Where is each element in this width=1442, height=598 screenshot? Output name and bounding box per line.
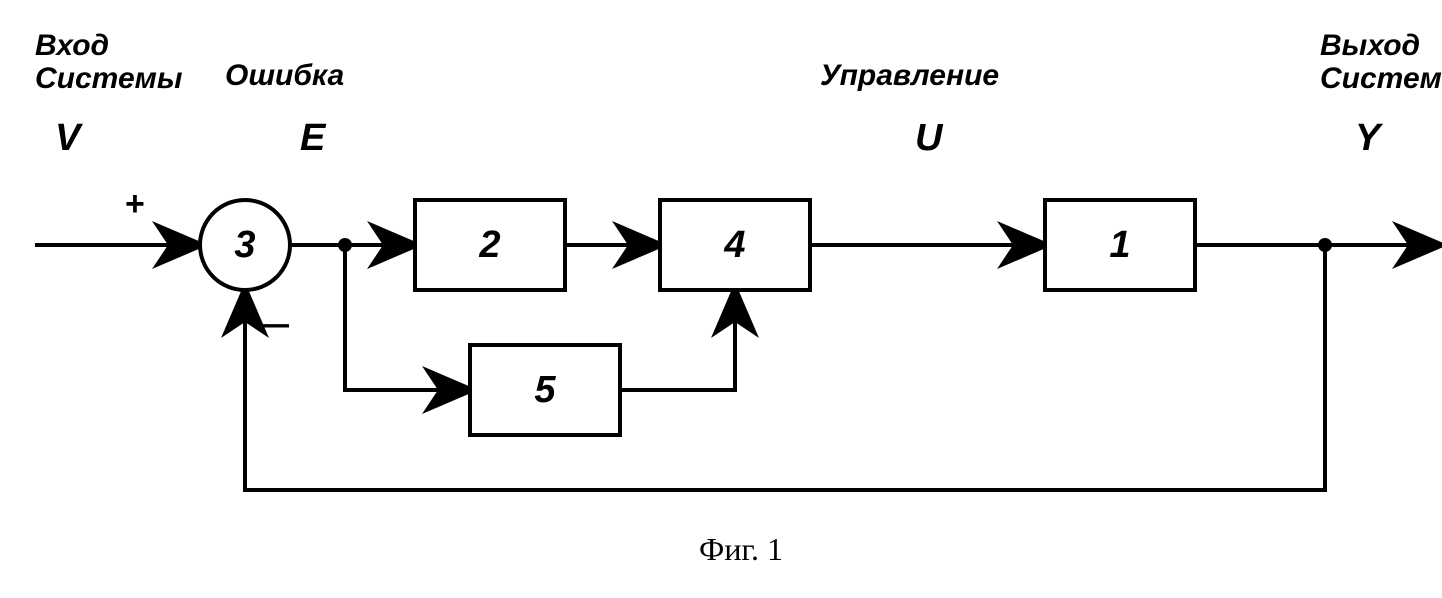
node-label-block2: 2 [478, 224, 500, 266]
label-input_system: ВходСистемы [35, 29, 183, 95]
edge-block5-block4 [620, 290, 735, 390]
node-block5: 5 [470, 345, 620, 435]
node-block2: 2 [415, 200, 565, 290]
label-plus: + [125, 185, 145, 223]
node-label-summing: 3 [234, 224, 255, 266]
node-block1: 1 [1045, 200, 1195, 290]
node-label-block5: 5 [534, 369, 556, 411]
label-U: U [915, 117, 944, 159]
label-V: V [55, 117, 83, 159]
junction-j2 [1318, 238, 1332, 252]
label-output_system: ВыходСистемы [1320, 29, 1442, 95]
caption: Фиг. 1 [699, 531, 783, 567]
node-label-block1: 1 [1109, 224, 1130, 266]
node-block4: 4 [660, 200, 810, 290]
label-control: Управление [820, 59, 999, 92]
node-summing: 3 [200, 200, 290, 290]
block-diagram: 3 2 4 1 5 ВходСистемы ВыходСистемы Ошибка Управл… [20, 20, 1442, 578]
label-E: E [300, 117, 327, 159]
label-minus: — [255, 305, 289, 343]
label-Y: Y [1355, 117, 1384, 159]
junction-j1 [338, 238, 352, 252]
node-label-block4: 4 [723, 224, 745, 266]
label-error: Ошибка [225, 59, 344, 92]
